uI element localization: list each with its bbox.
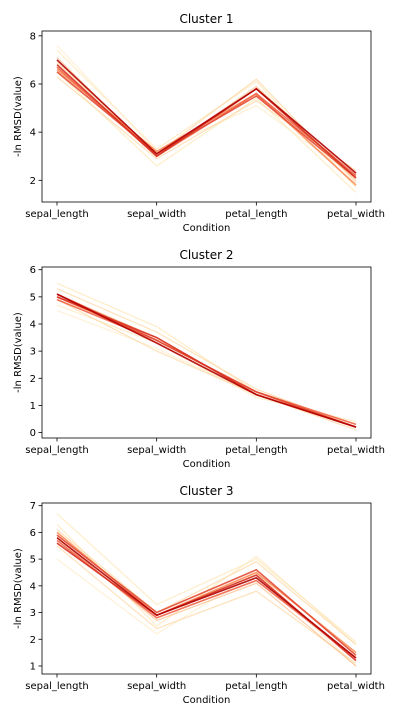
x-tick-label: sepal_length [25,209,89,220]
plot-frame [41,266,372,439]
x-tick-label: sepal_length [25,445,89,456]
x-tick-label: sepal_width [127,445,186,456]
series-line-8 [56,298,357,426]
plot-frame [41,30,372,203]
series-line-9 [56,534,357,656]
series-line-6 [56,57,357,181]
series-line-9 [56,71,357,179]
y-tick-label: 5 [30,555,36,566]
y-tick-label: 4 [30,128,36,139]
y-tick-label: 5 [30,292,36,303]
series-line-5 [56,529,357,646]
x-tick-label: sepal_width [127,681,186,692]
x-tick-label: petal_length [225,681,287,692]
y-tick-label: 2 [30,176,36,187]
chart-title: Cluster 3 [179,484,233,498]
series-line-11 [56,293,357,428]
y-tick-label: 3 [30,608,36,619]
y-tick-label: 2 [30,374,36,385]
y-tick-label: 1 [30,661,36,672]
y-tick-label: 6 [30,265,36,276]
chart-title: Cluster 1 [179,12,233,26]
series-line-10 [56,64,357,179]
series-lines [56,45,357,193]
series-line-5 [56,299,357,431]
chart-title: Cluster 2 [179,248,233,262]
series-line-8 [56,539,357,659]
x-tick-label: sepal_width [127,209,186,220]
x-tick-label: petal_length [225,209,287,220]
series-line-3 [56,71,357,193]
series-line-11 [56,537,357,659]
series-line-1 [56,282,357,425]
y-tick-label: 7 [30,501,36,512]
x-axis-label: Condition [183,223,231,234]
series-line-1 [56,49,357,188]
y-tick-label: 3 [30,347,36,358]
chart-panel-1: Cluster 1 2 4 6 8 sepal_length sepal_width peta… [13,12,385,234]
y-axis-label: -ln RMSD(value) [13,548,24,629]
x-tick-label: sepal_length [25,681,89,692]
series-line-6 [56,537,357,667]
x-tick-label: petal_width [327,209,385,220]
y-tick-label: 6 [30,528,36,539]
y-tick-label: 4 [30,581,36,592]
series-line-11 [56,59,357,174]
series-line-4 [56,545,357,664]
x-tick-label: petal_width [327,445,385,456]
series-line-3 [56,523,357,646]
series-line-5 [56,76,357,172]
y-axis-label: -ln RMSD(value) [13,312,24,393]
x-tick-label: petal_width [327,681,385,692]
chart-panel-2: Cluster 2 0 1 2 3 4 5 6 sepal_length sepal_width p… [13,248,385,470]
y-tick-label: 2 [30,635,36,646]
y-tick-label: 0 [30,428,36,439]
plot-frame [41,502,372,675]
y-axis-label: -ln RMSD(value) [13,76,24,157]
series-lines [56,513,357,667]
y-tick-label: 8 [30,31,36,42]
series-line-2 [56,45,357,179]
series-line-4 [56,288,357,428]
series-line-7 [56,68,357,186]
x-axis-label: Condition [183,695,231,706]
y-tick-label: 4 [30,320,36,331]
y-tick-label: 6 [30,79,36,90]
x-axis-label: Condition [183,459,231,470]
series-lines [56,282,357,431]
x-tick-label: petal_length [225,445,287,456]
chart-panel-3: Cluster 3 1 2 3 4 5 6 7 sepal_length sepal_width p… [13,484,385,706]
y-tick-label: 1 [30,401,36,412]
